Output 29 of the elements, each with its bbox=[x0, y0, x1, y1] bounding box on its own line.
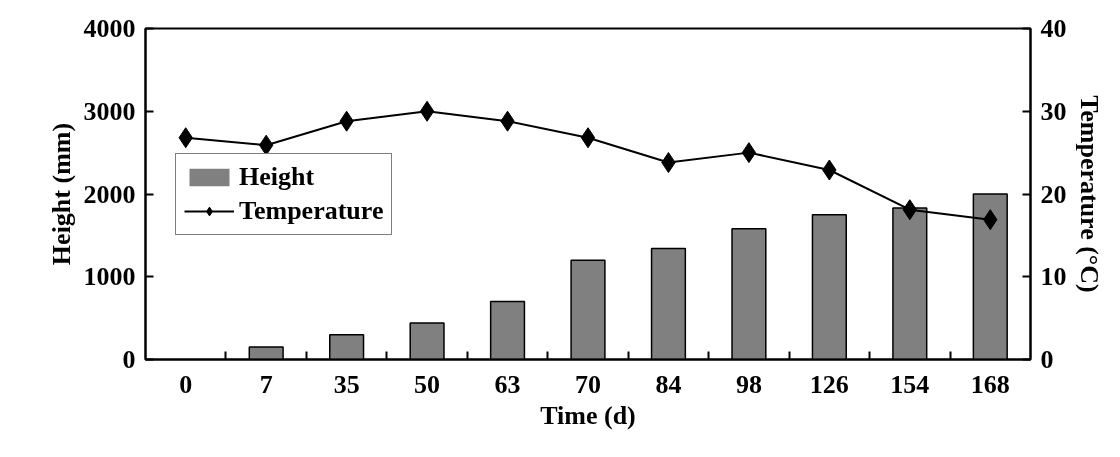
x-tick-label: 168 bbox=[970, 369, 1010, 399]
y2-tick-label: 20 bbox=[1040, 179, 1067, 209]
point bbox=[580, 127, 596, 149]
x-tick-label: 98 bbox=[735, 369, 762, 399]
y-tick-label: 3000 bbox=[83, 96, 136, 126]
y-tick-label: 0 bbox=[122, 345, 136, 374]
x-tick-label: 35 bbox=[333, 369, 360, 399]
point bbox=[419, 100, 435, 122]
y-tick-label: 2000 bbox=[83, 179, 136, 209]
y2-tick-label: 40 bbox=[1040, 14, 1067, 43]
x-axis-title: Time (d) bbox=[540, 400, 636, 430]
y2-tick-label: 0 bbox=[1040, 345, 1054, 374]
y-tick-label: 4000 bbox=[83, 14, 136, 43]
x-tick-label: 50 bbox=[414, 369, 441, 399]
x-tick-label: 70 bbox=[575, 369, 601, 399]
x-tick-label: 154 bbox=[890, 369, 930, 399]
x-tick-label: 7 bbox=[259, 369, 273, 399]
y2-axis-title: Temperature (°C) bbox=[1074, 95, 1104, 293]
y2-tick-label: 10 bbox=[1040, 262, 1067, 292]
x-tick-label: 63 bbox=[494, 369, 521, 399]
x-tick-label: 0 bbox=[179, 369, 193, 399]
point bbox=[741, 142, 757, 164]
y2-tick-label: 30 bbox=[1040, 96, 1067, 126]
x-tick-label: 84 bbox=[655, 369, 682, 399]
legend-label: Temperature bbox=[239, 195, 384, 226]
y-tick-label: 1000 bbox=[83, 262, 136, 292]
legend-label: Height bbox=[239, 161, 315, 192]
y-axis-title: Height (mm) bbox=[46, 122, 76, 266]
x-tick-label: 126 bbox=[809, 369, 849, 399]
